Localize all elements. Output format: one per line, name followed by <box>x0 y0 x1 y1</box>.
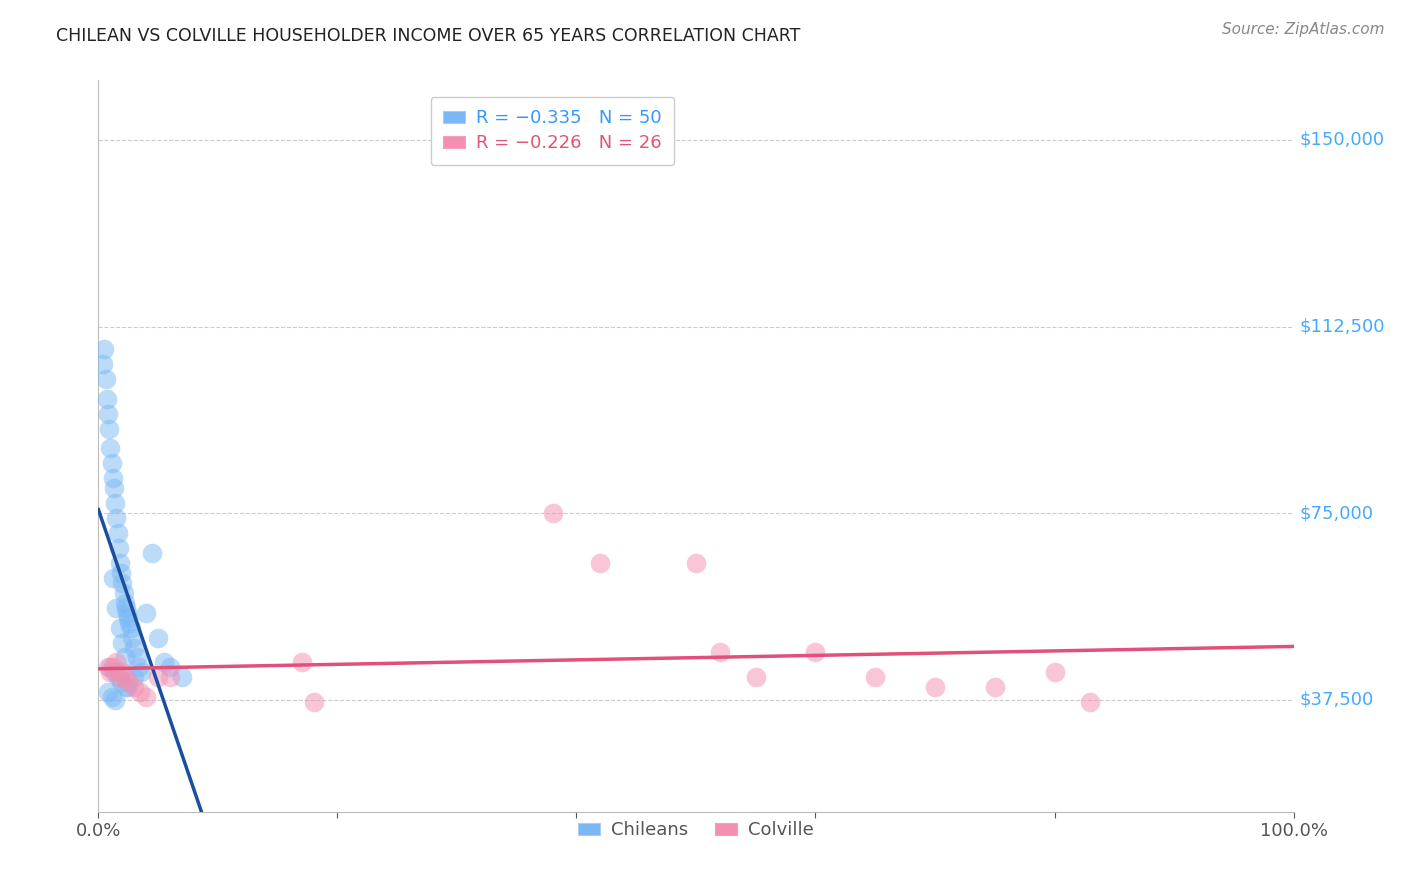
Text: $150,000: $150,000 <box>1299 131 1385 149</box>
Point <box>589 556 612 570</box>
Point <box>105 511 128 525</box>
Text: $75,000: $75,000 <box>1299 504 1374 522</box>
Point <box>148 631 170 645</box>
Point <box>804 645 827 659</box>
Point <box>120 621 142 635</box>
Point <box>107 541 129 555</box>
Point <box>117 675 139 690</box>
Point <box>685 556 707 570</box>
Point <box>104 496 127 510</box>
Text: Source: ZipAtlas.com: Source: ZipAtlas.com <box>1222 22 1385 37</box>
Point <box>709 645 731 659</box>
Point <box>115 606 138 620</box>
Point <box>91 357 114 371</box>
Point <box>101 471 124 485</box>
Point <box>98 442 122 456</box>
Point <box>93 342 115 356</box>
Point <box>124 681 146 695</box>
Point <box>104 692 127 706</box>
Point <box>100 457 122 471</box>
Point <box>1080 695 1102 709</box>
Point <box>924 681 946 695</box>
Point <box>108 556 131 570</box>
Text: $37,500: $37,500 <box>1299 690 1374 709</box>
Point <box>96 392 118 406</box>
Point <box>97 685 120 699</box>
Point <box>745 670 768 684</box>
Point <box>112 586 135 600</box>
Point <box>129 685 152 699</box>
Point <box>125 650 148 665</box>
Point <box>97 660 120 674</box>
Point <box>103 665 125 680</box>
Point <box>115 600 138 615</box>
Point <box>98 421 121 435</box>
Point <box>110 675 132 690</box>
Point <box>111 665 134 680</box>
Point <box>121 631 143 645</box>
Point <box>302 695 325 709</box>
Point <box>108 670 131 684</box>
Legend: Chileans, Colville: Chileans, Colville <box>571 814 821 847</box>
Point <box>1043 665 1066 680</box>
Point <box>103 481 125 495</box>
Point <box>159 660 181 674</box>
Point <box>159 670 181 684</box>
Point <box>114 596 136 610</box>
Point <box>107 526 129 541</box>
Point <box>984 681 1007 695</box>
Point <box>111 575 134 590</box>
Point <box>135 606 157 620</box>
Point <box>107 670 129 684</box>
Point <box>153 656 176 670</box>
Point <box>98 660 122 674</box>
Point <box>131 665 153 680</box>
Point <box>124 670 146 684</box>
Point <box>114 650 136 665</box>
Point <box>98 665 122 680</box>
Point <box>115 681 138 695</box>
Point <box>100 690 122 705</box>
Point <box>105 656 128 670</box>
Point <box>541 506 564 520</box>
Point <box>148 670 170 684</box>
Point <box>291 656 314 670</box>
Point <box>114 670 136 684</box>
Point <box>105 600 128 615</box>
Point <box>124 640 146 655</box>
Point <box>101 660 124 674</box>
Point <box>97 407 120 421</box>
Point <box>117 681 139 695</box>
Point <box>172 670 194 684</box>
Point <box>117 610 139 624</box>
Point <box>128 660 150 674</box>
Point <box>108 621 131 635</box>
Point <box>110 566 132 580</box>
Point <box>94 372 117 386</box>
Point <box>865 670 887 684</box>
Point <box>111 635 134 649</box>
Point <box>135 690 157 705</box>
Text: $112,500: $112,500 <box>1299 318 1385 335</box>
Text: CHILEAN VS COLVILLE HOUSEHOLDER INCOME OVER 65 YEARS CORRELATION CHART: CHILEAN VS COLVILLE HOUSEHOLDER INCOME O… <box>56 27 800 45</box>
Point <box>118 615 141 630</box>
Point <box>141 546 163 560</box>
Point <box>101 571 124 585</box>
